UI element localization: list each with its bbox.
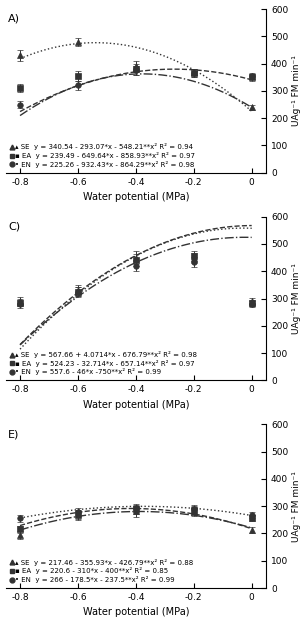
Y-axis label: UAg⁻¹ FM min⁻¹: UAg⁻¹ FM min⁻¹ — [293, 263, 301, 334]
X-axis label: Water potential (MPa): Water potential (MPa) — [83, 192, 189, 202]
Legend: ▴ SE  y = 340.54 - 293.07*x - 548.21**x² R² = 0.94, ▪ EA  y = 239.49 - 649.64*x : ▴ SE y = 340.54 - 293.07*x - 548.21**x² … — [8, 141, 198, 171]
Y-axis label: UAg⁻¹ FM min⁻¹: UAg⁻¹ FM min⁻¹ — [293, 55, 301, 126]
Text: A): A) — [8, 14, 20, 24]
X-axis label: Water potential (MPa): Water potential (MPa) — [83, 400, 189, 410]
Legend: ▴ SE  y = 567.66 + 4.0714*x - 676.79**x² R² = 0.98, ▪ EA  y = 524.23 - 32.714*x : ▴ SE y = 567.66 + 4.0714*x - 676.79**x² … — [8, 348, 200, 378]
Text: E): E) — [8, 429, 20, 439]
Legend: ▴ SE  y = 217.46 - 355.93*x - 426.79**x² R² = 0.88, ▪ EA  y = 220.6 - 310*x - 40: ▴ SE y = 217.46 - 355.93*x - 426.79**x² … — [8, 556, 196, 586]
Y-axis label: UAg⁻¹ FM min⁻¹: UAg⁻¹ FM min⁻¹ — [293, 471, 301, 541]
Text: C): C) — [8, 222, 20, 232]
X-axis label: Water potential (MPa): Water potential (MPa) — [83, 607, 189, 617]
